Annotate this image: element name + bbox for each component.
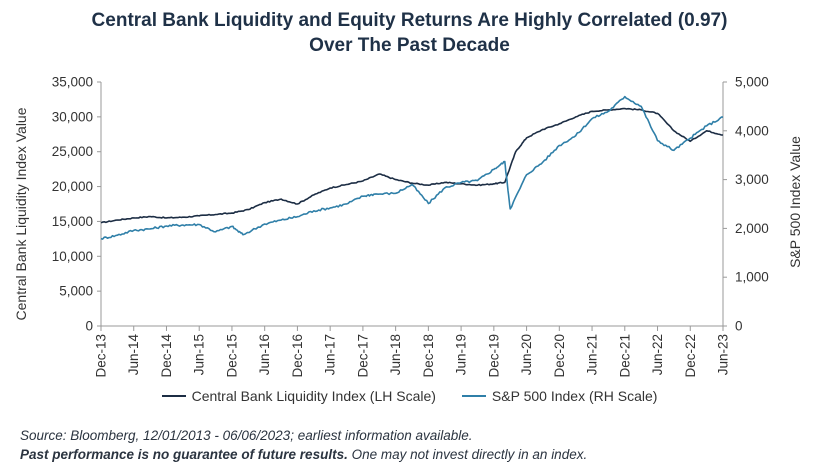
x-tick-label: Dec-17 bbox=[355, 334, 370, 378]
x-tick-label: Jun-21 bbox=[585, 334, 600, 375]
x-tick-label: Dec-15 bbox=[224, 334, 239, 378]
legend-swatch-sp500 bbox=[461, 395, 486, 397]
y-left-tick-label: 20,000 bbox=[52, 179, 93, 194]
y-right-tick-label: 2,000 bbox=[735, 221, 769, 236]
y-axis-right-title: S&P 500 Index Value bbox=[787, 136, 803, 268]
legend-swatch-liquidity bbox=[161, 395, 186, 397]
x-tick-label: Jun-16 bbox=[257, 334, 272, 375]
chart-title-line2: Over The Past Decade bbox=[309, 35, 510, 56]
x-tick-label: Jun-20 bbox=[519, 334, 534, 375]
x-tick-label: Jun-14 bbox=[126, 334, 141, 376]
source-note: Source: Bloomberg, 12/01/2013 - 06/06/20… bbox=[20, 428, 473, 443]
y-left-tick-label: 0 bbox=[85, 319, 93, 334]
chart-title: Central Bank Liquidity and Equity Return… bbox=[0, 8, 819, 58]
y-left-tick-label: 15,000 bbox=[52, 214, 93, 229]
y-left-tick-label: 30,000 bbox=[52, 109, 93, 124]
disclaimer-bold: Past performance is no guarantee of futu… bbox=[20, 447, 348, 462]
legend: Central Bank Liquidity Index (LH Scale) … bbox=[0, 388, 819, 404]
series-line-liquidity bbox=[100, 107, 723, 224]
y-left-tick-label: 10,000 bbox=[52, 249, 93, 264]
y-right-tick-label: 0 bbox=[735, 319, 743, 334]
x-tick-label: Dec-18 bbox=[421, 334, 436, 378]
y-left-tick-label: 5,000 bbox=[59, 284, 93, 299]
x-tick-label: Jun-23 bbox=[716, 334, 731, 375]
x-tick-label: Jun-22 bbox=[650, 334, 665, 375]
legend-item-liquidity: Central Bank Liquidity Index (LH Scale) bbox=[161, 388, 436, 404]
x-tick-label: Dec-19 bbox=[486, 334, 501, 378]
x-tick-label: Jun-18 bbox=[388, 334, 403, 375]
y-left-tick-label: 25,000 bbox=[52, 144, 93, 159]
legend-item-sp500: S&P 500 Index (RH Scale) bbox=[461, 388, 658, 404]
x-tick-label: Dec-21 bbox=[617, 334, 632, 378]
series-line-sp500 bbox=[100, 95, 723, 240]
y-right-tick-label: 5,000 bbox=[735, 75, 769, 90]
x-tick-label: Dec-16 bbox=[290, 334, 305, 378]
x-tick-label: Dec-20 bbox=[552, 334, 567, 378]
legend-label-sp500: S&P 500 Index (RH Scale) bbox=[491, 388, 658, 404]
y-axis-left-title: Central Bank Liquidity Index Value bbox=[13, 107, 29, 320]
y-left-tick-label: 35,000 bbox=[52, 75, 93, 90]
x-tick-label: Jun-17 bbox=[323, 334, 338, 375]
x-tick-label: Dec-22 bbox=[683, 334, 698, 378]
disclaimer-note: Past performance is no guarantee of futu… bbox=[20, 447, 587, 462]
x-tick-label: Jun-15 bbox=[192, 334, 207, 375]
y-right-tick-label: 4,000 bbox=[735, 123, 769, 138]
x-tick-label: Dec-14 bbox=[159, 334, 174, 378]
x-tick-label: Dec-13 bbox=[94, 334, 109, 378]
chart-title-line1: Central Bank Liquidity and Equity Return… bbox=[91, 10, 728, 31]
x-tick-label: Jun-19 bbox=[454, 334, 469, 375]
disclaimer-rest: One may not invest directly in an index. bbox=[347, 447, 588, 462]
y-right-tick-label: 1,000 bbox=[735, 270, 769, 285]
legend-label-liquidity: Central Bank Liquidity Index (LH Scale) bbox=[191, 388, 436, 404]
y-right-tick-label: 3,000 bbox=[735, 172, 769, 187]
